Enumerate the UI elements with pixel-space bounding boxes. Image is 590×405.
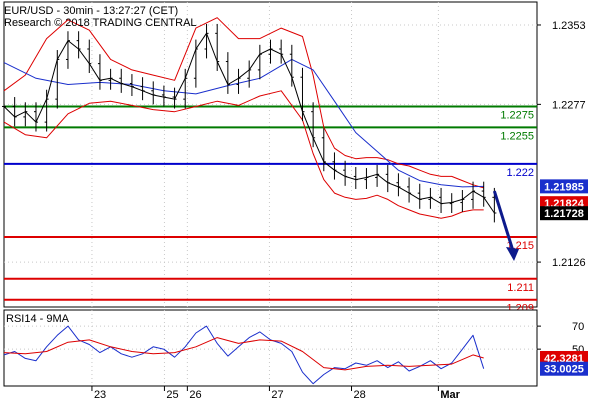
rsi-title: RSI14 - 9MA bbox=[6, 313, 70, 325]
date-axis: 23 25 26 27 28 Mar bbox=[91, 386, 461, 401]
price-tick-label: 1.2353 bbox=[552, 20, 586, 32]
price-grid bbox=[4, 2, 537, 307]
value-tag-label: 1.21985 bbox=[544, 181, 584, 193]
bollinger-bands bbox=[3, 17, 484, 219]
rsi-tick-label: 70 bbox=[572, 321, 584, 333]
value-tag bbox=[540, 206, 588, 221]
rsi-ma-line bbox=[3, 337, 484, 371]
level-label: 1.2275 bbox=[500, 109, 534, 121]
level-label: 1.2255 bbox=[500, 130, 534, 142]
chart-source: Research © 2018 TRADING CENTRAL bbox=[4, 17, 197, 29]
date-tick-label: 23 bbox=[94, 389, 106, 400]
rsi-panel-frame bbox=[3, 309, 538, 387]
date-tick-label: 25 bbox=[166, 389, 178, 400]
rsi-value-tag-label: 33.0025 bbox=[544, 364, 584, 376]
date-tick-label: 27 bbox=[271, 389, 283, 400]
forecast-arrow-head bbox=[506, 246, 520, 261]
date-tick-label: 26 bbox=[189, 389, 201, 400]
date-tick-label: Mar bbox=[440, 389, 460, 400]
value-tag-label: 1.21728 bbox=[544, 208, 584, 220]
forecast-arrow bbox=[492, 190, 520, 261]
level-label: 1.222 bbox=[506, 167, 534, 179]
forecast-arrow-shaft bbox=[492, 190, 515, 252]
price-tick-label: 1.2277 bbox=[552, 99, 586, 111]
date-tick-label: 28 bbox=[354, 389, 366, 400]
rsi-value-tag bbox=[540, 361, 588, 376]
bollinger-band-line bbox=[3, 90, 484, 219]
level-label: 1.211 bbox=[507, 282, 534, 294]
bollinger-band-line bbox=[3, 17, 484, 189]
rsi-series bbox=[3, 325, 485, 385]
rsi-value-tag bbox=[540, 350, 588, 365]
chart-title: EUR/USD - 30min - 13:27:27 (CET) bbox=[4, 5, 178, 17]
price-tick-label: 1.2126 bbox=[552, 257, 586, 269]
value-tag bbox=[540, 179, 588, 194]
price-series bbox=[2, 23, 497, 223]
rsi-grid bbox=[4, 310, 537, 386]
